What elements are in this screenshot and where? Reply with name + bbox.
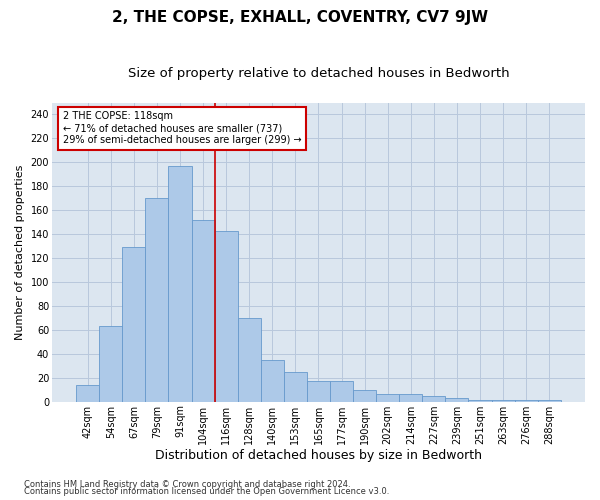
Bar: [284, 372, 307, 402]
Title: Size of property relative to detached houses in Bedworth: Size of property relative to detached ho…: [128, 68, 509, 80]
Bar: [353, 390, 376, 402]
Bar: [238, 318, 261, 402]
Bar: [538, 400, 561, 402]
Bar: [469, 400, 491, 402]
Bar: [491, 400, 515, 402]
Text: 2 THE COPSE: 118sqm
← 71% of detached houses are smaller (737)
29% of semi-detac: 2 THE COPSE: 118sqm ← 71% of detached ho…: [62, 112, 301, 144]
Bar: [261, 360, 284, 402]
X-axis label: Distribution of detached houses by size in Bedworth: Distribution of detached houses by size …: [155, 450, 482, 462]
Text: Contains public sector information licensed under the Open Government Licence v3: Contains public sector information licen…: [24, 487, 389, 496]
Bar: [330, 382, 353, 402]
Bar: [122, 248, 145, 402]
Bar: [76, 385, 99, 402]
Bar: [169, 166, 191, 402]
Text: 2, THE COPSE, EXHALL, COVENTRY, CV7 9JW: 2, THE COPSE, EXHALL, COVENTRY, CV7 9JW: [112, 10, 488, 25]
Bar: [215, 230, 238, 402]
Bar: [191, 220, 215, 402]
Text: Contains HM Land Registry data © Crown copyright and database right 2024.: Contains HM Land Registry data © Crown c…: [24, 480, 350, 489]
Y-axis label: Number of detached properties: Number of detached properties: [15, 164, 25, 340]
Bar: [145, 198, 169, 402]
Bar: [399, 394, 422, 402]
Bar: [376, 394, 399, 402]
Bar: [445, 398, 469, 402]
Bar: [515, 400, 538, 402]
Bar: [422, 396, 445, 402]
Bar: [99, 326, 122, 402]
Bar: [307, 382, 330, 402]
